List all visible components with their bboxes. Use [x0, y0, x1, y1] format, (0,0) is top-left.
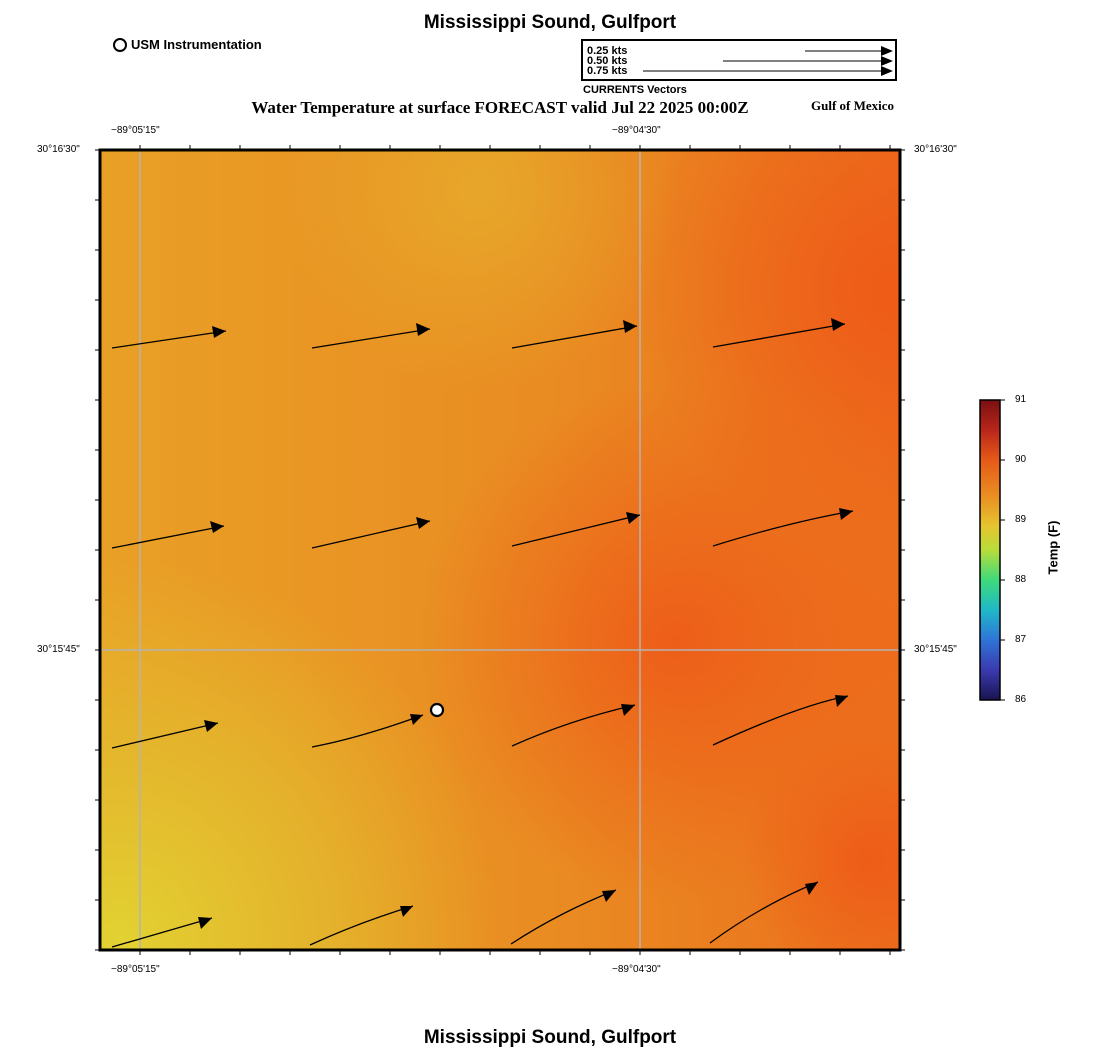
current-vector-heads	[198, 318, 853, 929]
colorbar-tick-label: 90	[1015, 454, 1027, 465]
lat-label-left: 30°16'30"	[37, 144, 80, 155]
vectors-title: CURRENTS Vectors	[583, 84, 687, 96]
colorbar-tick-label: 88	[1015, 574, 1027, 585]
colorbar-tick-label: 91	[1015, 394, 1027, 405]
vector-scale-label: 0.75 kts	[587, 65, 628, 77]
temperature-map	[95, 145, 905, 955]
vector-scale-arrows	[643, 46, 893, 76]
map-frame	[98, 148, 902, 952]
graticule	[100, 150, 900, 950]
vector-scale-label: 0.50 kts	[587, 55, 628, 67]
colorbar-title: Temp (F)	[1045, 520, 1061, 575]
lon-label-bottom: −89°05'15"	[111, 964, 160, 975]
lon-label-top: −89°04'30"	[612, 125, 661, 136]
vector-scale-legend: 0.25 kts 0.50 kts 0.75 kts	[581, 39, 897, 81]
instrument-legend: USM Instrumentation	[113, 37, 262, 52]
lat-label-left: 30°15'45"	[37, 644, 80, 655]
usm-instrument-marker[interactable]	[429, 702, 445, 718]
region-label: Gulf of Mexico	[811, 98, 895, 113]
temperature-colorbar	[979, 399, 1005, 701]
lat-label-right: 30°15'45"	[914, 644, 957, 655]
colorbar-tick-label: 87	[1015, 634, 1027, 645]
lon-label-bottom: −89°04'30"	[612, 964, 661, 975]
map-subtitle: Water Temperature at surface FORECAST va…	[251, 98, 749, 117]
colorbar-tick-label: 89	[1015, 514, 1027, 525]
lat-label-right: 30°16'30"	[914, 144, 957, 155]
vector-scale-label: 0.25 kts	[587, 45, 628, 57]
instrument-legend-label: USM Instrumentation	[131, 37, 262, 52]
lon-label-top: −89°05'15"	[111, 125, 160, 136]
instrument-marker-icon	[113, 37, 127, 52]
colorbar-tick-label: 86	[1015, 694, 1027, 705]
map-footer-title: Mississippi Sound, Gulfport	[423, 1027, 677, 1048]
map-title: Mississippi Sound, Gulfport	[423, 12, 677, 33]
